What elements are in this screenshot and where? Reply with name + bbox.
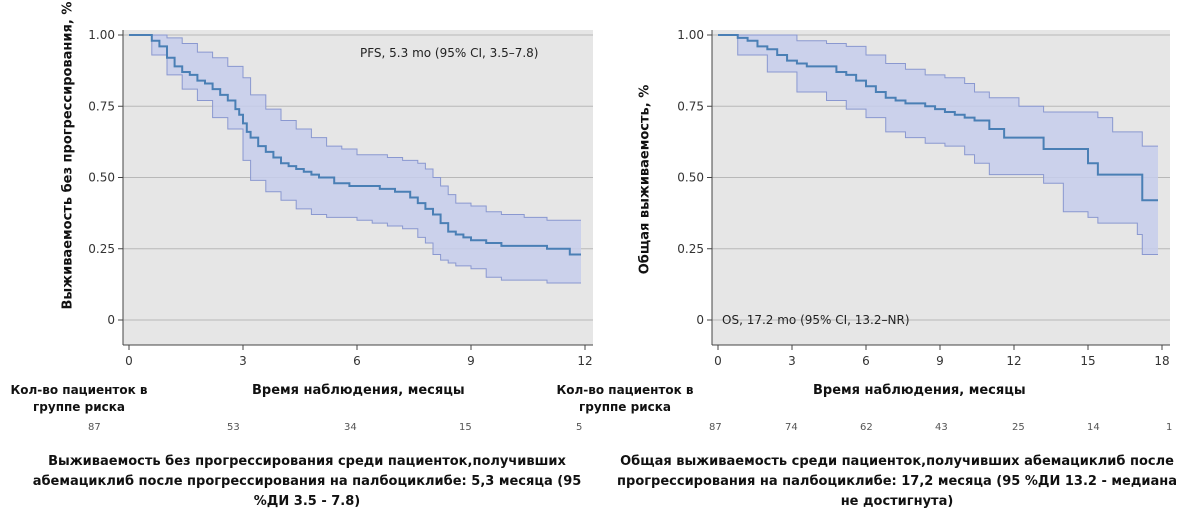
right-risk-count: 74 [785, 422, 798, 433]
right-x-tick-label: 3 [788, 354, 796, 368]
left-ci-upper-line [129, 34, 581, 221]
left-risk-count: 34 [344, 422, 357, 433]
right-chart-annotation: OS, 17.2 mo (95% CI, 13.2–NR) [722, 313, 910, 327]
left-x-tick-label: 0 [125, 354, 133, 368]
right-risk-count: 87 [709, 422, 722, 433]
right-x-tick-label: 9 [936, 354, 944, 368]
right-y-tick-label: 0.50 [677, 171, 704, 185]
right-y-tick-label: 0.75 [677, 99, 704, 113]
left-y-tick-label: 0 [107, 313, 115, 327]
left-x-tick-label: 12 [577, 354, 592, 368]
left-risk-count: 5 [576, 422, 583, 433]
left-risk-header: Кол-во пациенток в группе риска [10, 383, 148, 414]
right-survival-line [718, 34, 1158, 202]
right-risk-count: 62 [860, 422, 873, 433]
right-risk-count: 25 [1012, 422, 1025, 433]
right-y-tick-label: 1.00 [677, 28, 704, 42]
left-ci-lower-line [129, 34, 581, 284]
left-x-tick-label: 3 [239, 354, 247, 368]
right-y-tick-label: 0.25 [677, 242, 704, 256]
left-chart-annotation: PFS, 5.3 mo (95% CI, 3.5–7.8) [360, 46, 539, 60]
right-ci-lower-line [718, 34, 1158, 255]
left-risk-count: 87 [88, 422, 101, 433]
left-y-tick-label: 1.00 [88, 28, 115, 42]
left-risk-count: 15 [459, 422, 472, 433]
left-risk-count: 53 [227, 422, 240, 433]
left-y-tick-label: 0.25 [88, 242, 115, 256]
left-survival-line [129, 34, 581, 256]
right-x-axis-label: Время наблюдения, месяцы [813, 383, 1026, 398]
left-caption: Выживаемость без прогрессирования среди … [32, 454, 582, 509]
right-x-tick-label: 18 [1154, 354, 1169, 368]
right-risk-count: 43 [935, 422, 948, 433]
right-risk-header: Кол-во пациенток в группе риска [556, 383, 694, 414]
right-x-tick-label: 15 [1080, 354, 1095, 368]
left-y-tick-label: 0.75 [88, 99, 115, 113]
left-x-tick-label: 9 [467, 354, 475, 368]
left-y-axis-label: Выживаемость без прогрессирования, % [60, 1, 76, 310]
left-ci-band [129, 35, 581, 283]
right-risk-count: 1 [1166, 422, 1173, 433]
left-x-tick-label: 6 [353, 354, 361, 368]
left-x-axis-label: Время наблюдения, месяцы [252, 383, 465, 398]
right-ci-band [718, 35, 1158, 255]
right-x-tick-label: 12 [1006, 354, 1021, 368]
right-x-tick-label: 6 [862, 354, 870, 368]
right-ci-upper-line [718, 34, 1158, 147]
right-x-tick-label: 0 [714, 354, 722, 368]
right-y-axis-label: Общая выживаемость, % [637, 84, 653, 275]
right-caption: Общая выживаемость среди пациенток,получ… [617, 454, 1177, 509]
right-y-tick-label: 0 [696, 313, 704, 327]
right-risk-count: 14 [1087, 422, 1100, 433]
left-y-tick-label: 0.50 [88, 171, 115, 185]
